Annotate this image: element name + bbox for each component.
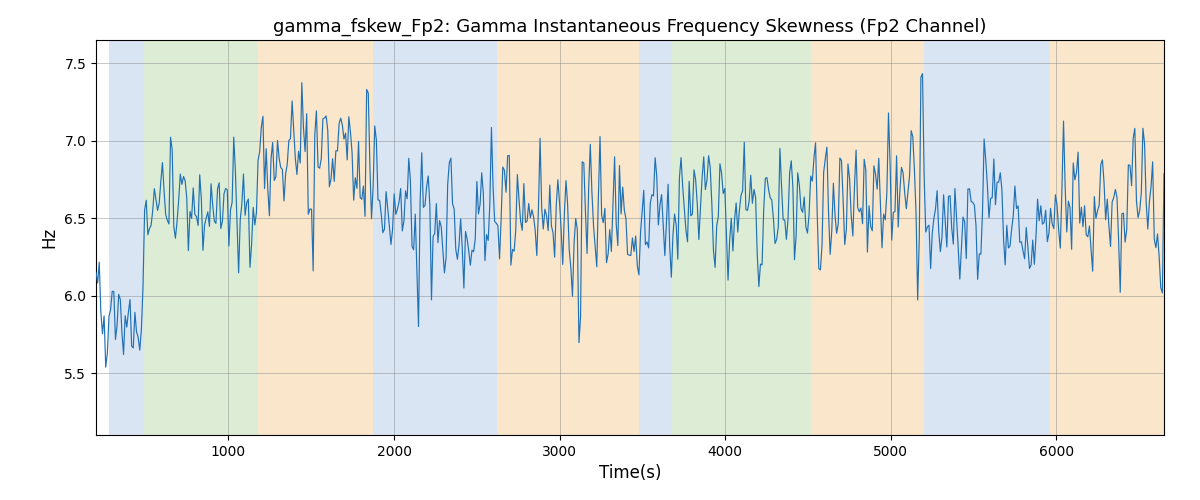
Title: gamma_fskew_Fp2: Gamma Instantaneous Frequency Skewness (Fp2 Channel): gamma_fskew_Fp2: Gamma Instantaneous Fre… (274, 18, 986, 36)
Bar (109, 40, 144, 435)
Bar (372, 40, 497, 435)
Bar (924, 40, 1050, 435)
Bar (144, 40, 258, 435)
Bar (689, 40, 811, 435)
Bar (258, 40, 372, 435)
Bar (516, 40, 640, 435)
Bar (497, 40, 516, 435)
Bar (672, 40, 689, 435)
Y-axis label: Hz: Hz (41, 227, 59, 248)
Bar (1050, 40, 1172, 435)
X-axis label: Time(s): Time(s) (599, 464, 661, 482)
Bar (811, 40, 924, 435)
Bar (640, 40, 672, 435)
